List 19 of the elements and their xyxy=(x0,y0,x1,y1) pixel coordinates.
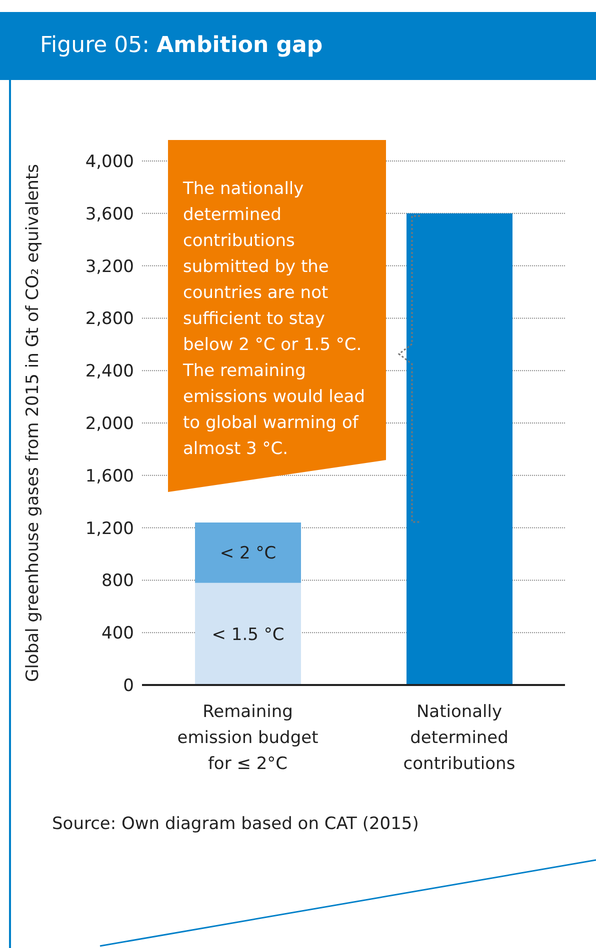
source-note: Source: Own diagram based on CAT (2015) xyxy=(52,814,419,834)
y-axis-title: Global greenhouse gases from 2015 in Gt of CO₂ equivalents xyxy=(23,164,44,682)
y-tick-label: 0 xyxy=(123,676,134,696)
y-tick-label: 3,600 xyxy=(85,204,134,224)
y-tick-label: 4,000 xyxy=(85,152,134,172)
y-tick-label: 400 xyxy=(102,624,134,644)
y-tick-label: 1,200 xyxy=(85,518,134,539)
y-tick-label: 3,200 xyxy=(85,256,134,277)
chart-title: Figure 05: Ambition gap xyxy=(0,12,596,80)
x-tick-label: Remaining emission budget for ≤ 2°C xyxy=(177,702,319,774)
y-tick-label: 1,600 xyxy=(85,466,134,486)
text: The nationally determined contributions submitted by the countries are not sufficient to stay below 2 °C or 1.5 °C. The remaining emissions would lead to global warming of almost 3 °C. xyxy=(183,179,366,459)
y-tick-label: 800 xyxy=(102,571,134,592)
y-tick-label: 2,000 xyxy=(85,414,134,434)
y-tick-label: 2,800 xyxy=(85,309,134,330)
y-tick-label: 2,400 xyxy=(85,362,134,382)
series-label: < 1.5 °C xyxy=(212,624,284,645)
series-label: < 2 °C xyxy=(220,544,276,564)
x-tick-label: Nationally determined contributions xyxy=(403,702,516,774)
